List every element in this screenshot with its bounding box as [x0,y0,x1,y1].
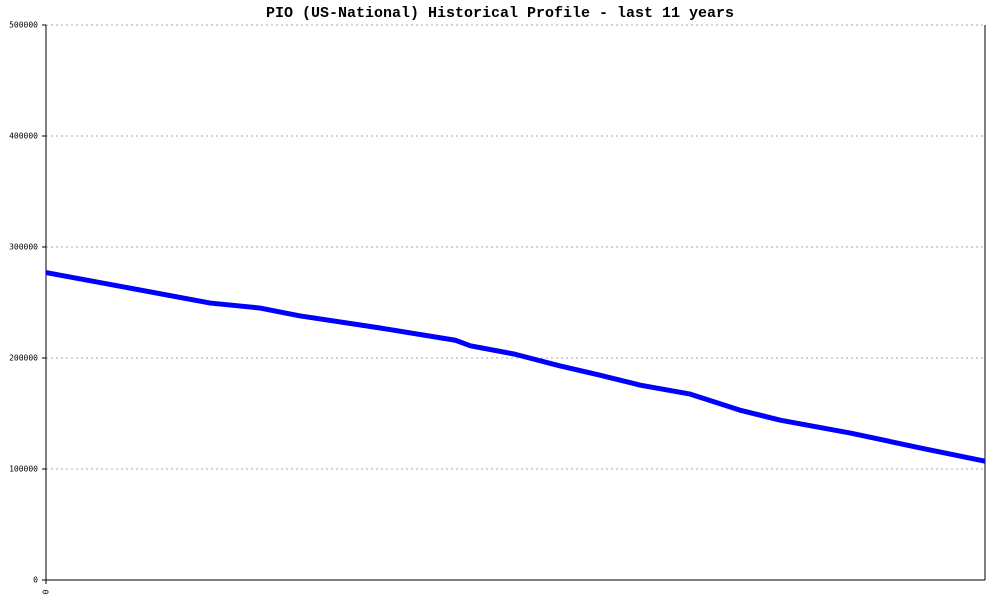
x-tick-label: 0 [42,589,51,594]
y-tick-label: 100000 [9,465,38,474]
chart-title: PIO (US-National) Historical Profile - l… [266,5,734,22]
y-tick-label: 400000 [9,132,38,141]
data-line [45,270,986,464]
y-tick-label: 200000 [9,354,38,363]
y-tick-label: 0 [33,576,38,585]
y-tick-label: 500000 [9,21,38,30]
y-tick-label: 300000 [9,243,38,252]
